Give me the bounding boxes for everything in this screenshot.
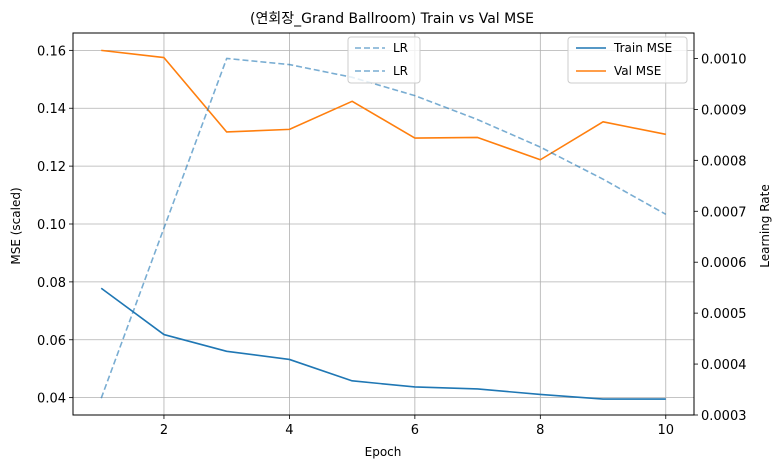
y-tick-label: 0.04: [37, 392, 66, 407]
chart-title: (연회장_Grand Ballroom) Train vs Val MSE: [250, 11, 534, 27]
y2-tick-label: 0.0010: [701, 52, 747, 67]
x-tick-label: 2: [160, 423, 168, 438]
x-ticks: 2 4 6 8 10: [160, 415, 674, 438]
series-line-lr: [100, 57, 667, 399]
legend-mse: Train MSE Val MSE: [567, 36, 688, 84]
legend-val-label: Val MSE: [614, 64, 661, 78]
y2-ticks: 0.0003 0.0004 0.0005 0.0006 0.0007 0.0008 0.00…: [694, 52, 747, 424]
y2-tick-label: 0.0004: [701, 358, 747, 373]
legend-lr-box: [347, 36, 421, 84]
y2-tick-label: 0.0005: [701, 307, 747, 322]
legend-lr: LR LR: [347, 36, 421, 84]
x-axis-label: Epoch: [365, 445, 402, 459]
y-ticks: 0.04 0.06 0.08 0.10 0.12 0.14 0.16: [37, 44, 73, 407]
grid: [73, 33, 694, 415]
y-tick-label: 0.12: [37, 160, 66, 175]
legend-lr-label: LR: [393, 41, 408, 55]
x-tick-label: 10: [657, 423, 674, 438]
y2-tick-label: 0.0006: [701, 256, 747, 271]
y2-axis-label: Learning Rate: [758, 184, 772, 267]
y-axis-label: MSE (scaled): [9, 187, 23, 264]
series-layer: [100, 49, 667, 400]
legend-lr-label: LR: [393, 64, 408, 78]
y-tick-label: 0.16: [37, 44, 66, 59]
y-tick-label: 0.14: [37, 102, 66, 117]
series-line-val-mse: [101, 49, 666, 161]
y2-tick-label: 0.0009: [701, 103, 747, 118]
y2-tick-label: 0.0007: [701, 205, 747, 220]
y-tick-label: 0.10: [37, 218, 66, 233]
x-tick-label: 4: [285, 423, 293, 438]
y2-tick-label: 0.0003: [701, 409, 747, 424]
series-line-train-mse: [100, 287, 666, 400]
y-tick-label: 0.08: [37, 276, 66, 291]
x-tick-label: 6: [411, 423, 419, 438]
y-tick-label: 0.06: [37, 334, 66, 349]
y2-tick-label: 0.0008: [701, 154, 747, 169]
legend-train-label: Train MSE: [613, 41, 672, 55]
x-tick-label: 8: [536, 423, 544, 438]
